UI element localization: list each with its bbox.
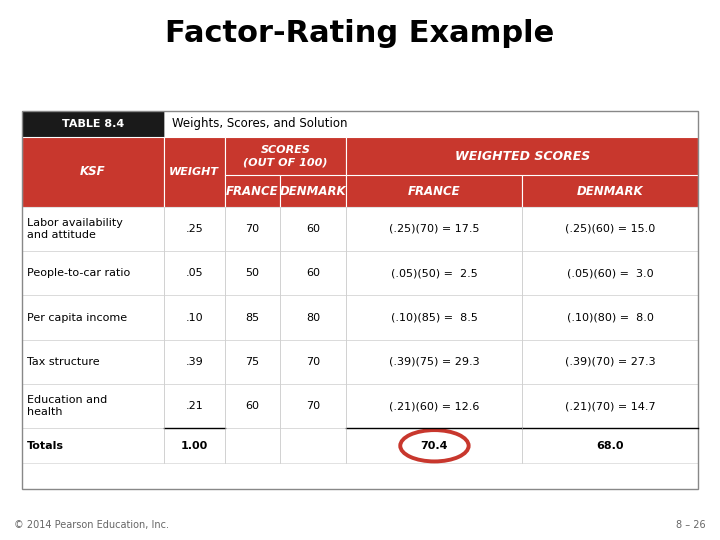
Bar: [523, 428, 698, 463]
Bar: [280, 340, 346, 384]
Text: Weights, Scores, and Solution: Weights, Scores, and Solution: [172, 117, 348, 130]
Bar: [346, 137, 698, 176]
Text: WEIGHTED SCORES: WEIGHTED SCORES: [455, 150, 590, 163]
Text: 60: 60: [306, 224, 320, 234]
Bar: [346, 207, 523, 251]
Text: SCORES
(OUT OF 100): SCORES (OUT OF 100): [243, 145, 328, 167]
Bar: [22, 207, 163, 251]
Text: 1.00: 1.00: [181, 441, 208, 451]
Bar: [225, 251, 280, 295]
Text: (.05)(50) =  2.5: (.05)(50) = 2.5: [391, 268, 478, 278]
Text: Factor-Rating Example: Factor-Rating Example: [166, 19, 554, 48]
Text: (.25)(60) = 15.0: (.25)(60) = 15.0: [565, 224, 655, 234]
Bar: [163, 207, 225, 251]
Text: 85: 85: [246, 313, 259, 322]
Bar: [22, 295, 163, 340]
Text: (.21)(70) = 14.7: (.21)(70) = 14.7: [565, 401, 656, 411]
Text: 70: 70: [306, 401, 320, 411]
Text: 70: 70: [306, 357, 320, 367]
Text: Education and
health: Education and health: [27, 395, 107, 417]
Bar: [346, 340, 523, 384]
Text: FRANCE: FRANCE: [226, 185, 279, 198]
Bar: [225, 137, 346, 176]
Text: 70.4: 70.4: [420, 441, 448, 451]
Text: Totals: Totals: [27, 441, 63, 451]
Bar: [523, 340, 698, 384]
Text: 8 – 26: 8 – 26: [676, 520, 706, 530]
Bar: [22, 384, 163, 428]
Text: People-to-car ratio: People-to-car ratio: [27, 268, 130, 278]
Text: DENMARK: DENMARK: [280, 185, 346, 198]
Text: (.21)(60) = 12.6: (.21)(60) = 12.6: [390, 401, 480, 411]
Text: Labor availability
and attitude: Labor availability and attitude: [27, 218, 122, 240]
Bar: [523, 384, 698, 428]
Text: .10: .10: [185, 313, 203, 322]
Bar: [346, 428, 523, 463]
Text: 60: 60: [306, 268, 320, 278]
Text: (.10)(80) =  8.0: (.10)(80) = 8.0: [567, 313, 654, 322]
Bar: [22, 111, 163, 137]
Bar: [280, 428, 346, 463]
Text: (.05)(60) =  3.0: (.05)(60) = 3.0: [567, 268, 654, 278]
Bar: [163, 295, 225, 340]
Bar: [523, 251, 698, 295]
Text: (.25)(70) = 17.5: (.25)(70) = 17.5: [390, 224, 480, 234]
Bar: [225, 207, 280, 251]
Text: © 2014 Pearson Education, Inc.: © 2014 Pearson Education, Inc.: [14, 520, 169, 530]
Bar: [225, 176, 280, 207]
Text: (.39)(70) = 27.3: (.39)(70) = 27.3: [565, 357, 656, 367]
Bar: [280, 384, 346, 428]
Bar: [280, 176, 346, 207]
Bar: [523, 176, 698, 207]
Bar: [163, 251, 225, 295]
Bar: [163, 428, 225, 463]
Text: (.39)(75) = 29.3: (.39)(75) = 29.3: [389, 357, 480, 367]
Text: 75: 75: [246, 357, 259, 367]
Bar: [280, 207, 346, 251]
Text: TABLE 8.4: TABLE 8.4: [61, 119, 124, 129]
Bar: [225, 295, 280, 340]
Bar: [163, 384, 225, 428]
Text: 80: 80: [306, 313, 320, 322]
Text: Tax structure: Tax structure: [27, 357, 99, 367]
Bar: [225, 428, 280, 463]
Text: FRANCE: FRANCE: [408, 185, 461, 198]
Bar: [280, 251, 346, 295]
Text: KSF: KSF: [80, 165, 105, 178]
Bar: [22, 340, 163, 384]
Bar: [22, 251, 163, 295]
Bar: [523, 295, 698, 340]
Text: (.10)(85) =  8.5: (.10)(85) = 8.5: [391, 313, 478, 322]
Bar: [163, 340, 225, 384]
Text: Per capita income: Per capita income: [27, 313, 127, 322]
Text: 50: 50: [246, 268, 259, 278]
Text: .21: .21: [185, 401, 203, 411]
Text: 60: 60: [246, 401, 259, 411]
Bar: [523, 207, 698, 251]
Text: .39: .39: [185, 357, 203, 367]
Bar: [346, 384, 523, 428]
Text: 70: 70: [246, 224, 259, 234]
Bar: [225, 340, 280, 384]
Bar: [346, 295, 523, 340]
Text: DENMARK: DENMARK: [577, 185, 644, 198]
Bar: [225, 384, 280, 428]
Bar: [346, 176, 523, 207]
Bar: [280, 295, 346, 340]
Bar: [163, 137, 225, 207]
Text: WEIGHT: WEIGHT: [169, 167, 219, 177]
Bar: [346, 251, 523, 295]
Bar: [22, 428, 163, 463]
Text: .25: .25: [185, 224, 203, 234]
Text: .05: .05: [185, 268, 203, 278]
Bar: [163, 111, 698, 137]
Text: 68.0: 68.0: [597, 441, 624, 451]
